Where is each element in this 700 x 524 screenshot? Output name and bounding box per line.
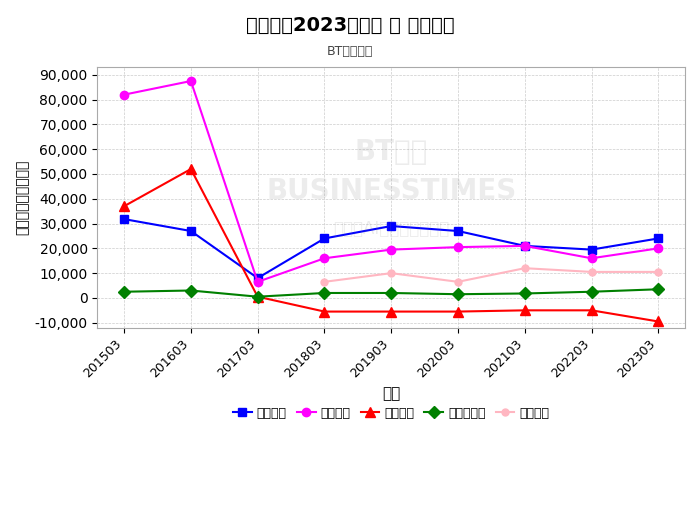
管理费用 <box>253 279 262 285</box>
管理费用 <box>187 78 195 84</box>
Line: 财务费用: 财务费用 <box>119 164 663 326</box>
Line: 销售费用: 销售费用 <box>120 215 662 282</box>
税金及附加 <box>120 289 128 295</box>
研发费用 <box>521 265 529 271</box>
Line: 税金及附加: 税金及附加 <box>120 285 662 301</box>
管理费用 <box>521 243 529 249</box>
管理费用 <box>454 244 462 250</box>
Text: BT财经绘制: BT财经绘制 <box>327 45 373 58</box>
研发费用 <box>320 279 328 285</box>
财务费用 <box>387 309 395 315</box>
管理费用 <box>587 255 596 261</box>
研发费用 <box>654 269 662 275</box>
销售费用 <box>521 243 529 249</box>
销售费用 <box>120 216 128 222</box>
管理费用 <box>120 92 128 98</box>
财务费用 <box>521 307 529 313</box>
销售费用 <box>454 228 462 234</box>
财务费用 <box>454 309 462 315</box>
研发费用 <box>387 270 395 276</box>
财务费用 <box>253 293 262 300</box>
销售费用 <box>387 223 395 229</box>
销售费用 <box>187 228 195 234</box>
销售费用 <box>320 235 328 242</box>
税金及附加 <box>387 290 395 296</box>
税金及附加 <box>521 290 529 297</box>
财务费用 <box>654 319 662 325</box>
税金及附加 <box>454 291 462 297</box>
税金及附加 <box>253 293 262 300</box>
Y-axis label: 数额（人民币千元）: 数额（人民币千元） <box>15 160 29 235</box>
财务费用 <box>120 203 128 210</box>
研发费用 <box>454 279 462 285</box>
销售费用 <box>587 246 596 253</box>
财务费用 <box>320 309 328 315</box>
管理费用 <box>387 246 395 253</box>
Text: BT财经
BUSINESSTIMES: BT财经 BUSINESSTIMES <box>266 138 517 205</box>
Legend: 销售费用, 管理费用, 财务费用, 税金及附加, 研发费用: 销售费用, 管理费用, 财务费用, 税金及附加, 研发费用 <box>228 401 554 424</box>
销售费用 <box>253 275 262 281</box>
X-axis label: 项目: 项目 <box>382 386 400 401</box>
管理费用 <box>320 255 328 261</box>
Line: 管理费用: 管理费用 <box>120 77 662 286</box>
管理费用 <box>654 245 662 252</box>
研发费用 <box>587 269 596 275</box>
税金及附加 <box>587 289 596 295</box>
Line: 研发费用: 研发费用 <box>321 265 662 285</box>
税金及附加 <box>187 287 195 293</box>
Text: 黄山胶囊2023三季报 － 费用管理: 黄山胶囊2023三季报 － 费用管理 <box>246 16 454 35</box>
Text: 内容由AI生成，仅供参考: 内容由AI生成，仅供参考 <box>333 220 449 238</box>
销售费用 <box>654 235 662 242</box>
税金及附加 <box>654 286 662 292</box>
财务费用 <box>587 307 596 313</box>
税金及附加 <box>320 290 328 296</box>
财务费用 <box>187 166 195 172</box>
